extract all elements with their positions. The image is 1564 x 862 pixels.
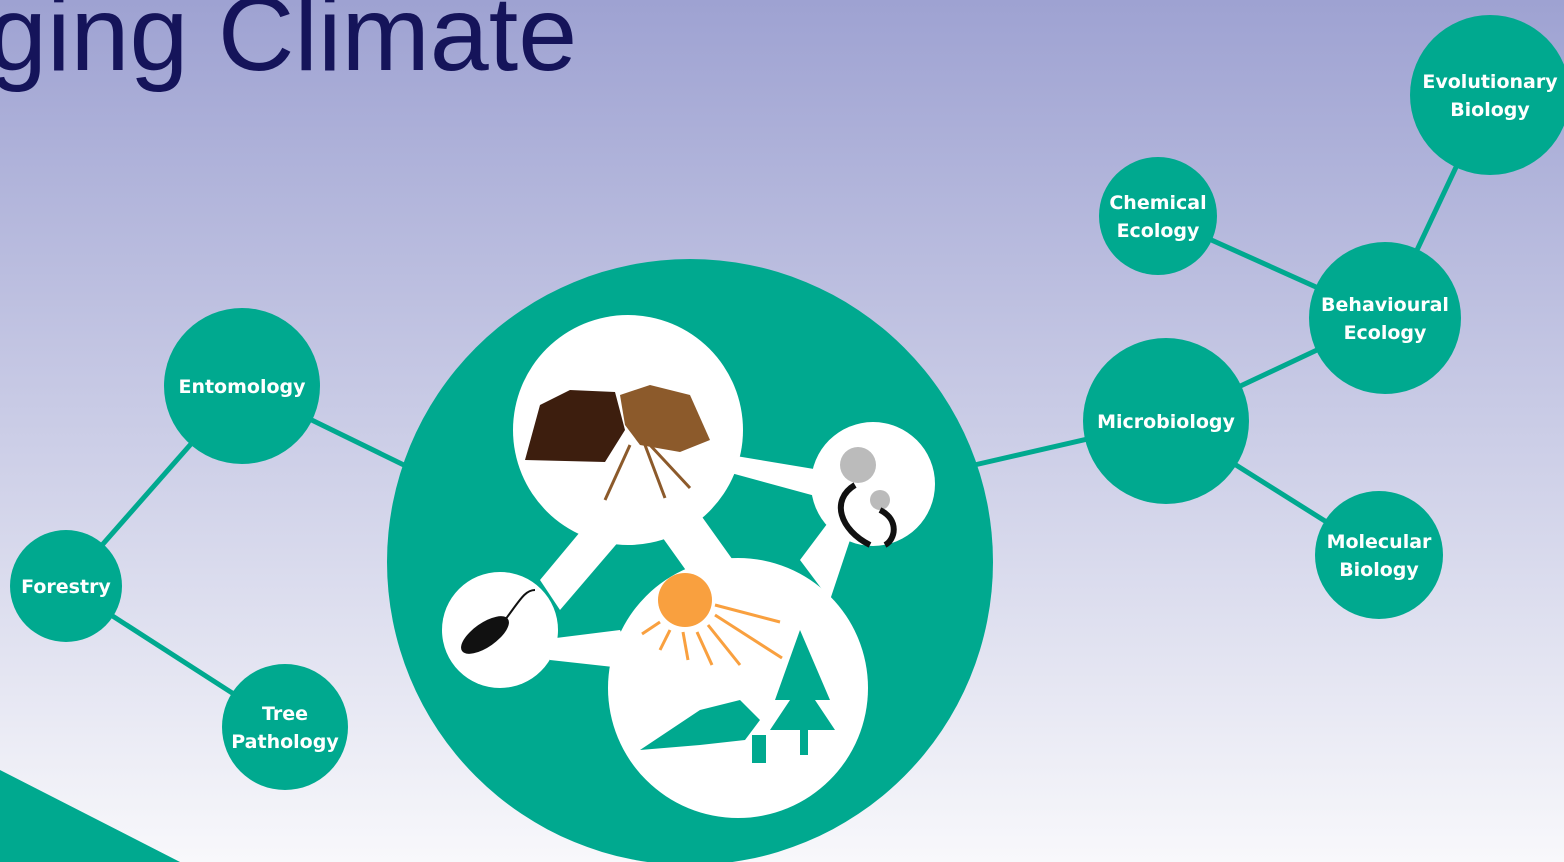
title: ging Climate — [0, 0, 577, 93]
node-label: Forestry — [21, 576, 111, 598]
node-label: Biology — [1450, 99, 1530, 121]
node-circle — [1099, 157, 1217, 275]
diagram: ging Climate — [0, 0, 1564, 862]
node: Molecular Biology — [1315, 491, 1443, 619]
node: Microbiology — [1083, 338, 1249, 504]
node: Chemical Ecology — [1099, 157, 1217, 275]
node: Behavioural Ecology — [1309, 242, 1461, 394]
node-circle — [1315, 491, 1443, 619]
node-label: Behavioural — [1321, 294, 1449, 316]
node-label: Tree — [262, 703, 308, 725]
node-circle — [222, 664, 348, 790]
node-label: Biology — [1339, 559, 1419, 581]
node-label: Ecology — [1117, 220, 1200, 242]
page: ging Climate — [0, 0, 1564, 862]
node-label: Entomology — [178, 376, 306, 398]
node: Entomology — [164, 308, 320, 464]
node-label: Pathology — [231, 731, 339, 753]
node: Tree Pathology — [222, 664, 348, 790]
central-hub — [387, 259, 993, 862]
node-circle — [1410, 15, 1564, 175]
node-label: Evolutionary — [1422, 71, 1558, 93]
node-circle — [1309, 242, 1461, 394]
node-label: Microbiology — [1097, 411, 1235, 433]
node-label: Chemical — [1109, 192, 1206, 214]
node-label: Molecular — [1327, 531, 1432, 553]
node: Evolutionary Biology — [1410, 15, 1564, 175]
node: Forestry — [10, 530, 122, 642]
node-label: Ecology — [1344, 322, 1427, 344]
